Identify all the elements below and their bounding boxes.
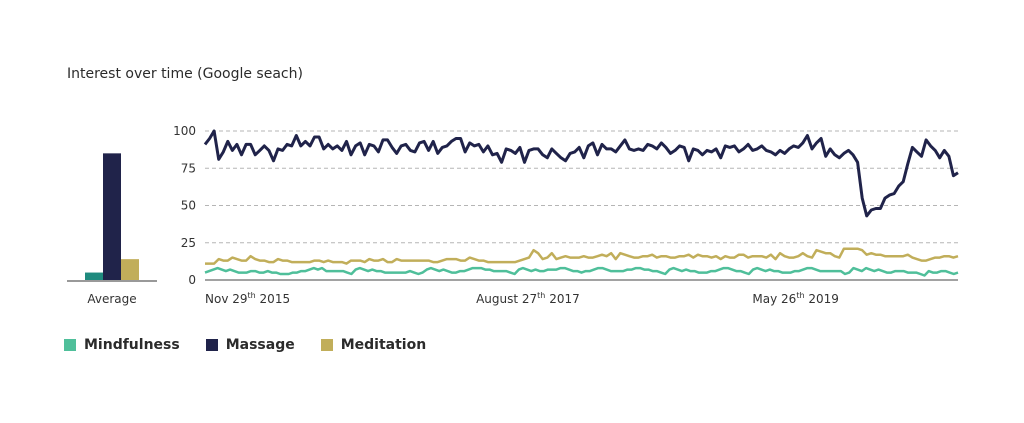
- legend-item-massage[interactable]: Massage: [205, 337, 295, 353]
- legend-item-mindfulness[interactable]: Mindfulness: [64, 337, 180, 353]
- legend-swatch-massage: [205, 339, 218, 351]
- legend-item-meditation[interactable]: Meditation: [320, 337, 427, 353]
- series-line-mindfulness: [204, 266, 959, 277]
- average-bar-massage: [103, 153, 121, 280]
- legend: Mindfulness Massage Meditation: [64, 337, 426, 353]
- chart-title: Interest over time (Google seach): [67, 66, 303, 82]
- x-axis-labels: Nov 29th 2015 August 27th 2017 May 26th 20…: [205, 291, 839, 306]
- series-lines: [203, 129, 959, 277]
- legend-swatch-meditation: [320, 339, 333, 351]
- gridlines: [205, 130, 958, 281]
- x-tick-label: May 26th 2019: [752, 291, 838, 306]
- y-axis-ticks: 100 75 50 25 0: [173, 124, 196, 287]
- average-bar-chart: Average: [67, 153, 157, 306]
- legend-label-mindfulness: Mindfulness: [84, 337, 180, 353]
- y-tick-label: 75: [181, 161, 196, 175]
- series-line-massage: [203, 129, 959, 218]
- x-tick-label: Nov 29th 2015: [205, 291, 290, 306]
- average-bar-meditation: [121, 259, 139, 280]
- series-line-meditation: [205, 247, 959, 265]
- y-tick-label: 50: [181, 199, 196, 213]
- x-tick-label: August 27th 2017: [476, 291, 580, 306]
- y-tick-label: 100: [173, 124, 196, 138]
- legend-label-massage: Massage: [225, 337, 295, 353]
- y-tick-label: 25: [181, 236, 196, 250]
- legend-swatch-mindfulness: [64, 339, 76, 351]
- y-tick-label: 0: [188, 273, 196, 287]
- legend-label-meditation: Meditation: [340, 337, 427, 353]
- average-label: Average: [87, 292, 136, 306]
- average-bar-mindfulness: [85, 272, 103, 280]
